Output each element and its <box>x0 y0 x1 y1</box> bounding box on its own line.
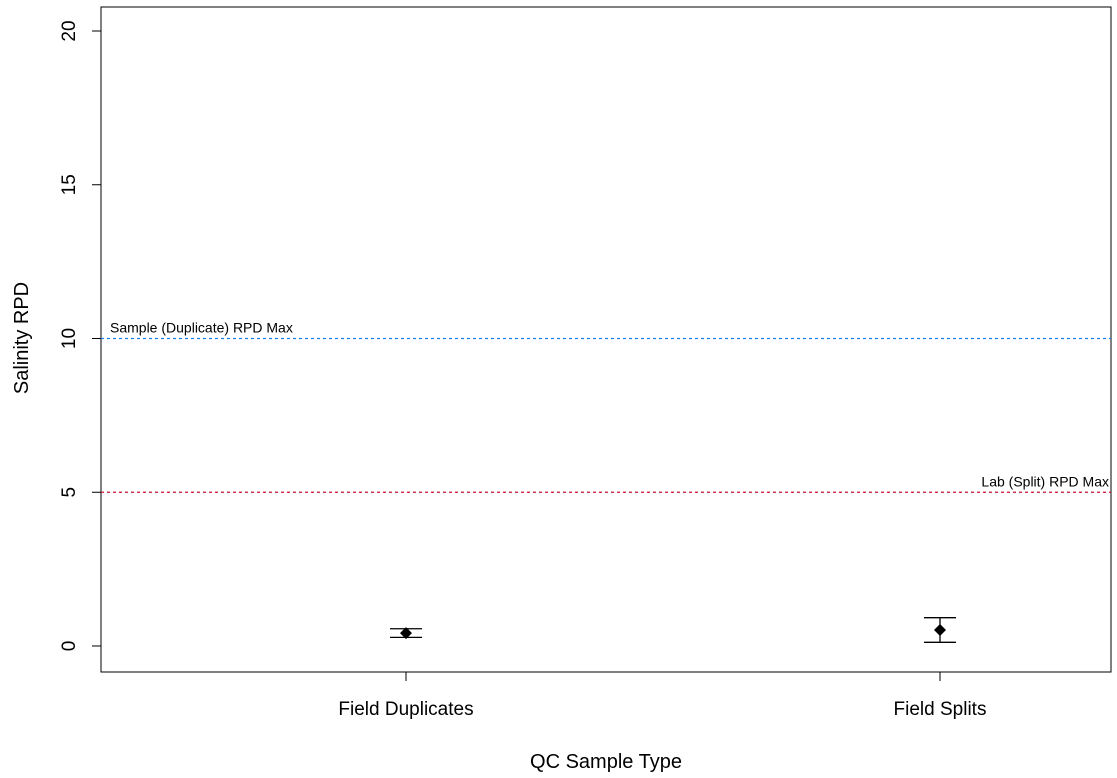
x-axis-title: QC Sample Type <box>530 751 682 773</box>
y-axis-title: Salinity RPD <box>11 282 33 394</box>
data-point <box>934 624 946 637</box>
y-axis: 0 5 10 15 20 <box>59 20 102 652</box>
y-tick-label: 10 <box>59 328 80 349</box>
y-tick-label: 5 <box>59 487 80 498</box>
y-tick-label: 20 <box>59 20 80 41</box>
plot-frame <box>100 6 1112 673</box>
x-tick-label: Field Duplicates <box>338 699 473 720</box>
x-axis: Field Duplicates Field Splits <box>338 671 987 720</box>
reference-line-label: Sample (Duplicate) RPD Max <box>110 320 293 336</box>
data-point <box>400 627 412 640</box>
y-tick-label: 0 <box>59 641 80 652</box>
y-tick-label: 15 <box>59 174 80 195</box>
reference-line-label: Lab (Split) RPD Max <box>981 473 1109 489</box>
reference-lines: Sample (Duplicate) RPD Max Lab (Split) RP… <box>101 320 1111 493</box>
data-points <box>390 617 956 643</box>
x-tick-label: Field Splits <box>894 699 987 720</box>
